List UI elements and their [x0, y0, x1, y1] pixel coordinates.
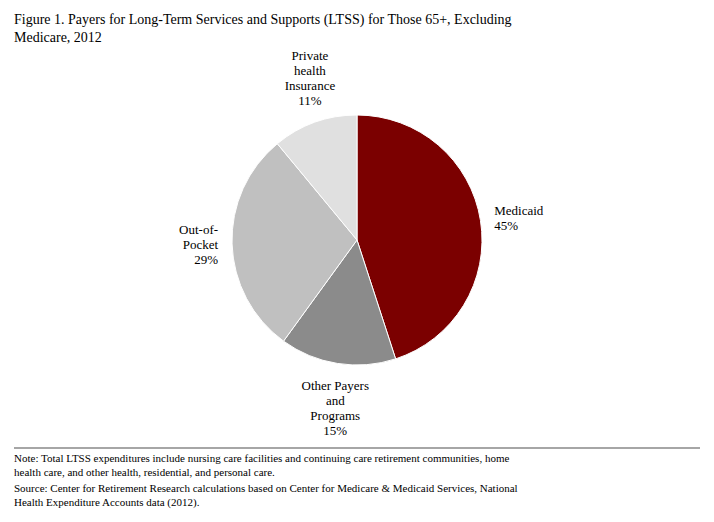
annotation: Note: Total LTSS expenditures include nu… — [14, 452, 509, 478]
chart-title: Figure 1. Payers for Long-Term Services … — [14, 12, 512, 45]
slice-label: PrivatehealthInsurance — [285, 48, 336, 93]
slice-label: Medicaid — [494, 203, 544, 218]
text-line: health care, and other health, residenti… — [14, 466, 275, 478]
text-line: Source: Center for Retirement Research c… — [14, 482, 518, 494]
annotation: Source: Center for Retirement Research c… — [14, 482, 518, 509]
text-line: Health Expenditure Accounts data (2012). — [14, 496, 200, 509]
text-line: Programs — [310, 408, 360, 423]
data-label: 29% — [194, 252, 218, 267]
text-line: Out-of- — [179, 222, 218, 237]
slice-label: Out-of-Pocket — [179, 222, 218, 252]
data-label: 15% — [323, 423, 347, 438]
text-line: Medicaid — [494, 203, 544, 218]
text-line: Other Payers — [301, 378, 369, 393]
text-line: Private — [292, 48, 329, 63]
pie-group — [232, 115, 482, 365]
text-line: Insurance — [285, 78, 336, 93]
data-label: 11% — [298, 93, 322, 108]
separator — [14, 448, 700, 449]
slice-label: Other PayersandPrograms — [301, 378, 369, 423]
text-line: Pocket — [183, 237, 219, 252]
text-line: and — [326, 393, 345, 408]
text-line: health — [294, 63, 326, 78]
data-label: 45% — [494, 218, 518, 233]
text-line: Note: Total LTSS expenditures include nu… — [14, 452, 509, 464]
label-group: Medicaid45% Other PayersandPrograms15% Out… — [179, 48, 544, 438]
pie-slice — [277, 115, 357, 240]
text-line: Figure 1. Payers for Long-Term Services … — [14, 12, 512, 28]
chart-svg: Figure 1. Payers for Long-Term Services … — [0, 0, 714, 522]
text-line: Medicare, 2012 — [14, 30, 102, 45]
